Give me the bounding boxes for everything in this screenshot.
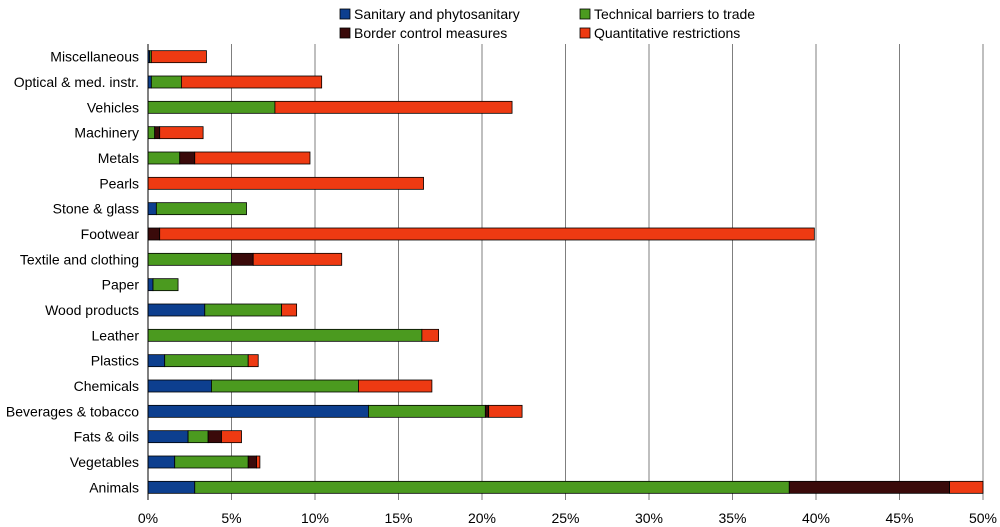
- bar-wood-products-quantitative-restrictions: [281, 303, 298, 317]
- bar-fats-oils-sanitary-and-phytosanitary: [147, 430, 189, 444]
- category-label-miscellaneous: Miscellaneous: [50, 49, 139, 65]
- bar-metals-quantitative-restrictions: [194, 151, 311, 165]
- category-label-stone-glass: Stone & glass: [53, 201, 139, 217]
- x-tick-label-10: 10%: [301, 510, 329, 526]
- bar-beverages-tobacco-technical-barriers-to-trade: [368, 404, 486, 418]
- bar-textile-and-clothing-border-control-measures: [231, 252, 254, 266]
- x-tick-label-20: 20%: [468, 510, 496, 526]
- category-label-machinery: Machinery: [74, 125, 139, 141]
- bar-wood-products-sanitary-and-phytosanitary: [147, 303, 206, 317]
- legend-label-technical-barriers-to-trade: Technical barriers to trade: [594, 6, 755, 22]
- bars: [147, 50, 984, 494]
- bar-chemicals-technical-barriers-to-trade: [211, 379, 359, 393]
- x-tick-label-25: 25%: [551, 510, 579, 526]
- legend-swatch-border-control-measures: [339, 27, 351, 39]
- bar-vehicles-technical-barriers-to-trade: [147, 100, 276, 114]
- bar-animals-sanitary-and-phytosanitary: [147, 480, 196, 494]
- bar-leather-technical-barriers-to-trade: [147, 328, 423, 342]
- x-tick-label-30: 30%: [635, 510, 663, 526]
- legend-swatch-technical-barriers-to-trade: [579, 8, 591, 20]
- bar-optical-med-instr-technical-barriers-to-trade: [150, 75, 182, 89]
- x-tick-label-50: 50%: [969, 510, 997, 526]
- bar-beverages-tobacco-sanitary-and-phytosanitary: [147, 404, 369, 418]
- bar-miscellaneous-quantitative-restrictions: [150, 50, 207, 64]
- gridlines: [231, 44, 984, 500]
- x-tick-labels: 0% 5% 10% 15% 20% 25% 30% 35% 40% 45% 50%: [138, 510, 997, 526]
- bar-leather-quantitative-restrictions: [421, 328, 439, 342]
- bar-stone-glass-sanitary-and-phytosanitary: [147, 202, 157, 216]
- bar-paper-technical-barriers-to-trade: [152, 278, 179, 292]
- bar-vegetables-technical-barriers-to-trade: [174, 455, 249, 469]
- bar-machinery-border-control-measures: [154, 126, 161, 140]
- category-label-chemicals: Chemicals: [74, 378, 139, 394]
- bar-stone-glass-technical-barriers-to-trade: [155, 202, 247, 216]
- bar-footwear-quantitative-restrictions: [159, 227, 815, 241]
- bar-vegetables-quantitative-restrictions: [256, 455, 261, 469]
- bar-animals-border-control-measures: [788, 480, 951, 494]
- bar-plastics-quantitative-restrictions: [247, 354, 259, 368]
- bar-chemicals-sanitary-and-phytosanitary: [147, 379, 212, 393]
- bar-textile-and-clothing-technical-barriers-to-trade: [147, 252, 232, 266]
- x-tick-label-15: 15%: [384, 510, 412, 526]
- x-tick-label-35: 35%: [718, 510, 746, 526]
- bar-textile-and-clothing-quantitative-restrictions: [252, 252, 343, 266]
- category-label-fats-oils: Fats & oils: [74, 429, 139, 445]
- category-label-metals: Metals: [98, 150, 139, 166]
- category-label-leather: Leather: [92, 327, 140, 343]
- bar-paper-sanitary-and-phytosanitary: [147, 278, 154, 292]
- x-tick-label-5: 5%: [221, 510, 241, 526]
- bar-wood-products-technical-barriers-to-trade: [204, 303, 282, 317]
- category-label-beverages-tobacco: Beverages & tobacco: [6, 403, 139, 419]
- legend-swatch-sanitary-and-phytosanitary: [339, 8, 351, 20]
- bar-beverages-tobacco-quantitative-restrictions: [488, 404, 523, 418]
- bar-chemicals-quantitative-restrictions: [358, 379, 433, 393]
- legend-label-border-control-measures: Border control measures: [354, 25, 507, 41]
- bar-footwear-border-control-measures: [147, 227, 161, 241]
- bar-pearls-quantitative-restrictions: [147, 176, 424, 190]
- bar-fats-oils-technical-barriers-to-trade: [187, 430, 209, 444]
- legend-swatch-quantitative-restrictions: [579, 27, 591, 39]
- x-tick-label-40: 40%: [802, 510, 830, 526]
- x-tick-label-0: 0%: [138, 510, 158, 526]
- category-label-vehicles: Vehicles: [87, 99, 139, 115]
- category-labels: Miscellaneous Optical & med. instr. Vehicl…: [6, 49, 139, 496]
- legend: Sanitary and phytosanitary Technical barr…: [339, 6, 755, 41]
- bar-fats-oils-quantitative-restrictions: [221, 430, 242, 444]
- bar-metals-technical-barriers-to-trade: [147, 151, 181, 165]
- bar-beverages-tobacco-border-control-measures: [484, 404, 490, 418]
- bar-optical-med-instr-sanitary-and-phytosanitary: [147, 75, 152, 89]
- bar-animals-quantitative-restrictions: [949, 480, 984, 494]
- bar-plastics-sanitary-and-phytosanitary: [147, 354, 166, 368]
- legend-label-sanitary-and-phytosanitary: Sanitary and phytosanitary: [354, 6, 520, 22]
- legend-label-quantitative-restrictions: Quantitative restrictions: [594, 25, 740, 41]
- bar-vegetables-sanitary-and-phytosanitary: [147, 455, 176, 469]
- category-label-plastics: Plastics: [91, 353, 139, 369]
- bar-animals-technical-barriers-to-trade: [194, 480, 790, 494]
- category-label-textile-and-clothing: Textile and clothing: [20, 251, 139, 267]
- category-label-footwear: Footwear: [81, 226, 140, 242]
- category-label-optical-med-instr: Optical & med. instr.: [14, 74, 139, 90]
- bar-vegetables-border-control-measures: [247, 455, 257, 469]
- bar-fats-oils-border-control-measures: [207, 430, 222, 444]
- bar-machinery-quantitative-restrictions: [159, 126, 204, 140]
- category-label-animals: Animals: [89, 479, 139, 495]
- bar-optical-med-instr-quantitative-restrictions: [180, 75, 323, 89]
- bar-metals-border-control-measures: [179, 151, 196, 165]
- category-label-vegetables: Vegetables: [70, 454, 139, 470]
- x-tick-label-45: 45%: [885, 510, 913, 526]
- category-label-paper: Paper: [102, 277, 140, 293]
- category-label-pearls: Pearls: [99, 175, 139, 191]
- category-label-wood-products: Wood products: [45, 302, 139, 318]
- bar-machinery-technical-barriers-to-trade: [147, 126, 156, 140]
- bar-vehicles-quantitative-restrictions: [274, 100, 513, 114]
- bar-plastics-technical-barriers-to-trade: [164, 354, 249, 368]
